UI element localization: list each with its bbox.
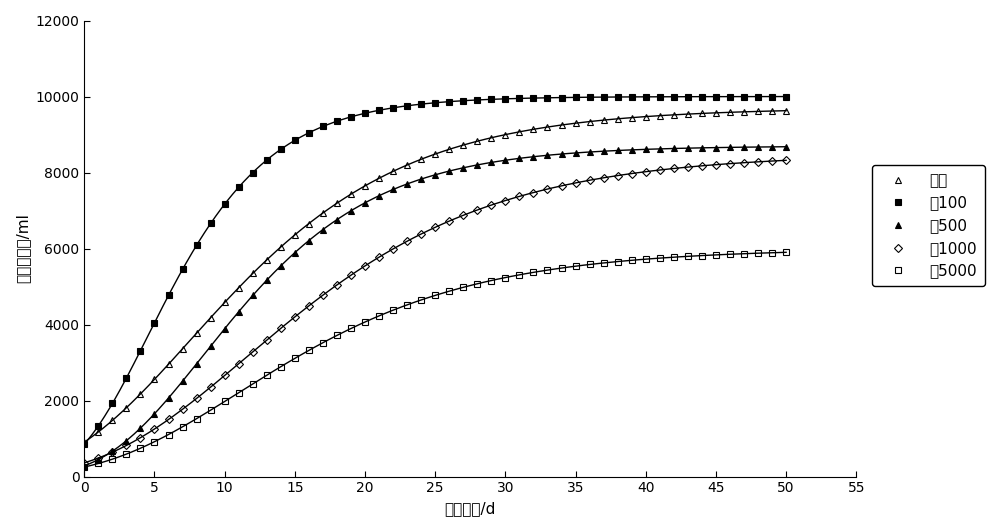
油100 [303,130,315,136]
油500 [303,237,315,244]
油1000 [233,361,245,367]
Line: 油1000: 油1000 [82,158,789,466]
油500 [233,309,245,315]
油500 [780,143,792,150]
油1000 [584,177,596,183]
Line: 油500: 油500 [82,144,789,469]
油5000 [780,249,792,255]
油菜 [780,107,792,114]
油5000 [584,261,596,268]
油500 [289,250,301,256]
油5000 [289,355,301,362]
Line: 油菜: 油菜 [82,108,789,445]
Line: 油100: 油100 [82,94,789,447]
油100 [289,137,301,143]
油500 [78,463,90,469]
油菜 [766,108,778,114]
油菜 [78,439,90,446]
油100 [780,93,792,100]
X-axis label: 发酵时间/d: 发酵时间/d [445,501,496,516]
Y-axis label: 累积产气量/ml: 累积产气量/ml [15,213,30,284]
油500 [766,144,778,150]
油1000 [289,314,301,320]
油1000 [541,186,553,192]
油5000 [541,267,553,273]
油5000 [303,347,315,354]
Legend: 油菜, 油100, 油500, 油1000, 油5000: 油菜, 油100, 油500, 油1000, 油5000 [872,165,985,286]
油5000 [78,464,90,470]
油1000 [78,460,90,466]
油菜 [584,118,596,125]
油菜 [233,285,245,291]
Line: 油5000: 油5000 [82,250,789,470]
油500 [584,149,596,155]
油100 [233,184,245,191]
油菜 [541,124,553,130]
油5000 [766,250,778,256]
油1000 [303,303,315,309]
油菜 [289,232,301,238]
油100 [78,441,90,447]
油菜 [303,220,315,227]
油100 [541,95,553,101]
油500 [541,152,553,158]
油100 [584,94,596,100]
油5000 [233,390,245,396]
油100 [766,93,778,100]
油1000 [780,157,792,164]
油1000 [766,158,778,164]
